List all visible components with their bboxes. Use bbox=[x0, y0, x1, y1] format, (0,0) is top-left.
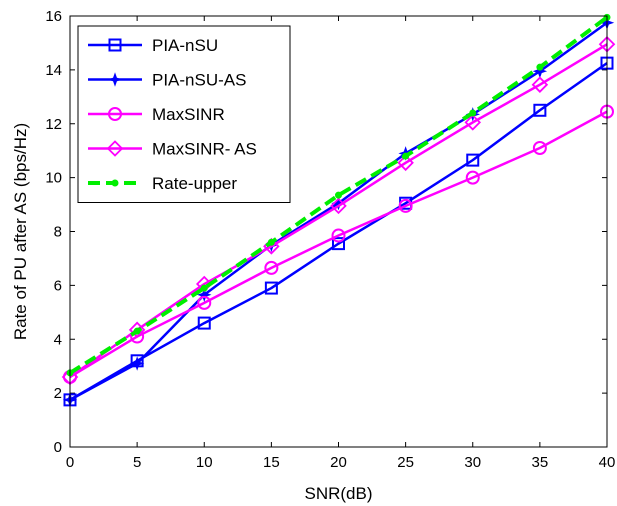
x-tick-label: 5 bbox=[133, 454, 141, 471]
y-tick-label: 4 bbox=[54, 331, 62, 348]
y-tick-label: 8 bbox=[54, 224, 62, 241]
x-tick-label: 25 bbox=[397, 454, 414, 471]
data-point bbox=[197, 295, 212, 310]
axis-ticks: 0 5 10 15 20 25 30 35 40 0 2 4 6 8 10 12 14 16 bbox=[45, 8, 615, 471]
x-axis-label: SNR(dB) bbox=[304, 484, 372, 503]
y-tick-label: 16 bbox=[45, 8, 62, 25]
data-point bbox=[397, 154, 414, 172]
data-point bbox=[264, 260, 279, 275]
axes-frame bbox=[69, 15, 608, 448]
y-axis-label: Rate of PU after AS (bps/Hz) bbox=[11, 123, 30, 340]
series-line bbox=[69, 43, 608, 378]
series-layer bbox=[61, 13, 616, 408]
data-point bbox=[332, 237, 345, 251]
data-point bbox=[200, 284, 208, 292]
data-point bbox=[128, 321, 146, 339]
data-point bbox=[469, 109, 477, 117]
series-4 bbox=[66, 13, 611, 377]
data-point bbox=[532, 140, 547, 155]
legend-item: PIA-nSU bbox=[88, 36, 218, 55]
x-tick-label: 0 bbox=[66, 454, 74, 471]
legend-item: MaxSINR- AS bbox=[88, 140, 257, 159]
data-point bbox=[335, 191, 342, 199]
data-point bbox=[133, 327, 141, 335]
y-tick-label: 10 bbox=[45, 170, 62, 187]
x-tick-label: 15 bbox=[263, 454, 280, 471]
data-point bbox=[464, 114, 482, 131]
legend-label: MaxSINR- AS bbox=[152, 140, 257, 159]
legend-marker bbox=[111, 179, 119, 187]
legend-marker bbox=[107, 72, 123, 87]
x-tick-label: 35 bbox=[532, 454, 549, 471]
x-tick-label: 20 bbox=[330, 454, 347, 471]
data-point bbox=[330, 197, 347, 215]
legend-marker bbox=[108, 107, 122, 121]
data-point bbox=[398, 198, 413, 213]
data-point bbox=[197, 316, 211, 330]
legend-label: PIA-nSU bbox=[152, 36, 218, 55]
data-point bbox=[331, 228, 346, 243]
legend-marker bbox=[106, 140, 124, 157]
data-point bbox=[264, 281, 278, 295]
legend-item: PIA-nSU-AS bbox=[88, 71, 246, 90]
series-line bbox=[69, 110, 608, 379]
legend-label: Rate-upper bbox=[152, 174, 237, 193]
legend-label: PIA-nSU-AS bbox=[152, 71, 246, 90]
data-point bbox=[402, 152, 410, 160]
y-tick-label: 2 bbox=[54, 385, 62, 402]
data-point bbox=[466, 153, 480, 167]
y-tick-label: 0 bbox=[54, 439, 62, 456]
legend-item: MaxSINR bbox=[88, 105, 225, 124]
data-point bbox=[465, 170, 480, 185]
legend: PIA-nSU PIA-nSU-AS MaxSINR MaxSINR- AS Rate-… bbox=[77, 25, 291, 203]
x-tick-label: 40 bbox=[599, 454, 616, 471]
data-point bbox=[129, 356, 145, 371]
y-tick-label: 12 bbox=[45, 116, 62, 133]
data-point bbox=[533, 103, 547, 117]
legend-label: MaxSINR bbox=[152, 105, 225, 124]
y-tick-label: 14 bbox=[45, 62, 62, 79]
series-line bbox=[69, 62, 608, 401]
data-point bbox=[267, 238, 275, 246]
legend-marker bbox=[108, 38, 122, 52]
data-point bbox=[536, 63, 544, 71]
y-tick-label: 6 bbox=[54, 277, 62, 294]
legend-item: Rate-upper bbox=[88, 174, 237, 193]
x-tick-label: 10 bbox=[196, 454, 213, 471]
x-tick-label: 30 bbox=[464, 454, 481, 471]
data-point bbox=[531, 76, 549, 93]
series-line bbox=[68, 15, 609, 375]
data-point bbox=[197, 287, 212, 303]
